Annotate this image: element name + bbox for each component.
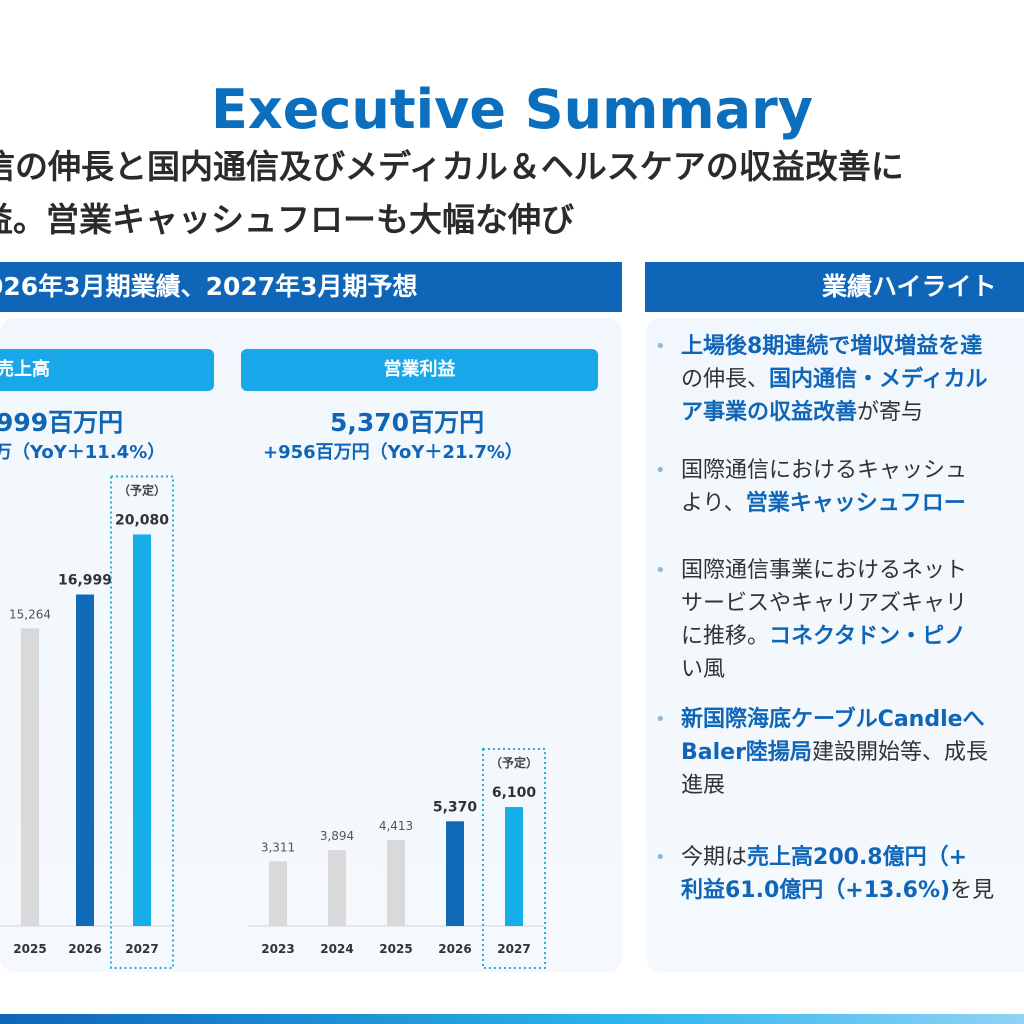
highlight-line: ア事業の収益改善が寄与 xyxy=(655,396,1024,429)
bar-value-label: 20,080 xyxy=(115,512,169,528)
sales-label: 売上高 xyxy=(0,349,214,391)
highlight-line: より、営業キャッシュフロー xyxy=(655,487,1024,520)
highlight-line: の伸長、国内通信・メディカル xyxy=(655,363,1024,396)
right-section-header: 業績ハイライト xyxy=(645,262,1024,312)
bar-value-label: 6,100 xyxy=(492,785,537,801)
highlight-item: • 国際通信におけるキャッシュ より、営業キャッシュフロー xyxy=(655,454,1024,520)
bar-value-label: 5,370 xyxy=(433,799,478,815)
highlight-text: が寄与 xyxy=(857,400,924,425)
highlight-text: 売上高200.8億円（+ xyxy=(747,845,968,870)
highlight-text: い風 xyxy=(681,657,726,682)
highlight-text: 国内通信・メディカル xyxy=(769,367,988,392)
highlight-item: • 今期は売上高200.8億円（+ 利益61.0億円（+13.6%)を見 xyxy=(655,841,1024,907)
highlight-text: ア事業の収益改善 xyxy=(681,400,858,425)
forecast-highlight-box xyxy=(482,748,546,969)
highlight-line: 国際通信事業におけるネット xyxy=(655,554,1024,587)
highlight-line: Baler陸揚局建設開始等、成長 xyxy=(655,736,1024,769)
highlight-text: に推移。 xyxy=(681,624,770,649)
bar xyxy=(328,850,346,926)
category-label: 2023 xyxy=(261,942,294,956)
highlight-text: コネクタドン・ピノ xyxy=(769,624,967,649)
bullet-icon: • xyxy=(655,560,666,581)
highlight-line: い風 xyxy=(655,653,1024,686)
operating-profit-bar-chart: 3,311 2023 3,894 2024 4,413 2025 5,370 2026 （予定）… xyxy=(248,748,546,969)
bar-value-label: 16,999 xyxy=(58,573,112,589)
bar xyxy=(505,807,523,926)
highlight-item: • 新国際海底ケーブルCandleへ Baler陸揚局建設開始等、成長進展 xyxy=(655,703,1024,802)
highlight-text: 国際通信におけるキャッシュ xyxy=(681,458,968,483)
category-label: 2027 xyxy=(125,942,158,956)
forecast-tag: （予定） xyxy=(118,482,166,497)
category-label: 2026 xyxy=(438,942,471,956)
highlight-item: • 国際通信事業におけるネット サービスやキャリアズキャリ に推移。コネクタドン・ピノ… xyxy=(655,554,1024,686)
left-section-header: 026年3月期業績、2027年3月期予想 xyxy=(0,262,622,312)
bullet-icon: • xyxy=(655,460,666,481)
highlight-line: 新国際海底ケーブルCandleへ xyxy=(655,703,1024,736)
sales-value: 999百万円 xyxy=(0,408,124,437)
category-label: 2025 xyxy=(13,942,46,956)
highlight-text: を見 xyxy=(950,878,995,903)
sales-bar-chart: 15,264 2025 16,999 2026 （予定） 20,080 2027 xyxy=(0,475,174,969)
bar-charts: 15,264 2025 16,999 2026 （予定） 20,080 2027 3,311… xyxy=(0,475,546,969)
highlight-text: 上場後8期連続で増収増益を達 xyxy=(681,334,983,359)
bar xyxy=(446,821,464,926)
highlight-line: 今期は売上高200.8億円（+ xyxy=(655,841,1024,874)
category-label: 2026 xyxy=(68,942,101,956)
highlight-text: 国際通信事業におけるネット xyxy=(681,558,968,583)
bar-value-label: 3,311 xyxy=(261,840,295,854)
operating-profit-change: +956百万円（YoY＋21.7%） xyxy=(263,442,523,463)
subtitle-line-1: 信の伸長と国内通信及びメディカル＆ヘルスケアの収益改善に xyxy=(0,147,904,186)
operating-profit-label: 営業利益 xyxy=(241,349,598,391)
bullet-icon: • xyxy=(655,709,666,730)
highlight-text: サービスやキャリアズキャリ xyxy=(681,591,968,616)
highlight-line: 進展 xyxy=(655,769,1024,802)
bar xyxy=(269,861,287,926)
operating-profit-value: 5,370百万円 xyxy=(330,408,485,437)
bar xyxy=(133,534,151,926)
highlight-text: 進展 xyxy=(681,773,726,798)
bar-value-label: 15,264 xyxy=(9,607,51,621)
subtitle-line-2: 益。営業キャッシュフローも大幅な伸び xyxy=(0,200,574,239)
bullet-icon: • xyxy=(655,336,666,357)
highlight-text: 今期は xyxy=(681,845,748,870)
highlight-line: 利益61.0億円（+13.6%)を見 xyxy=(655,874,1024,907)
highlight-item: • 上場後8期連続で増収増益を達 の伸長、国内通信・メディカル ア事業の収益改善が寄与 xyxy=(655,330,1024,429)
highlight-text: 営業キャッシュフロー xyxy=(745,491,966,516)
highlight-line: 上場後8期連続で増収増益を達 xyxy=(655,330,1024,363)
bar-value-label: 4,413 xyxy=(379,819,413,833)
bar xyxy=(21,628,39,926)
highlight-text: 建設開始等、成長 xyxy=(811,740,988,765)
highlight-line: サービスやキャリアズキャリ xyxy=(655,587,1024,620)
bar xyxy=(387,839,405,926)
highlight-text: の伸長、 xyxy=(681,367,770,392)
category-label: 2027 xyxy=(497,942,530,956)
highlight-text: 利益61.0億円（+13.6%) xyxy=(681,878,951,903)
category-label: 2025 xyxy=(379,942,412,956)
bar-value-label: 3,894 xyxy=(320,829,354,843)
sales-change: 万（YoY＋11.4%） xyxy=(0,442,166,463)
highlights-panel xyxy=(646,318,1024,972)
highlight-text: より、 xyxy=(681,491,746,516)
highlight-line: 国際通信におけるキャッシュ xyxy=(655,454,1024,487)
footer-bar xyxy=(0,1014,1024,1024)
highlight-text: 新国際海底ケーブルCandleへ xyxy=(681,707,985,732)
category-label: 2024 xyxy=(320,942,353,956)
highlight-text: Baler陸揚局 xyxy=(681,740,812,765)
forecast-highlight-box xyxy=(110,475,174,969)
highlight-line: に推移。コネクタドン・ピノ xyxy=(655,620,1024,653)
bullet-icon: • xyxy=(655,847,666,868)
bar xyxy=(76,594,94,926)
page-title: Executive Summary xyxy=(211,78,813,141)
forecast-tag: （予定） xyxy=(490,755,538,770)
